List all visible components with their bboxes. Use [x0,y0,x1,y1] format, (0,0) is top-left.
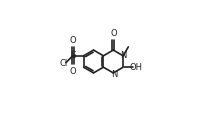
Text: N: N [120,51,127,60]
Text: N: N [111,70,117,79]
Text: Cl: Cl [60,59,68,68]
Text: O: O [70,67,76,76]
Text: O: O [111,29,117,38]
Text: OH: OH [129,63,142,72]
Text: C: C [123,67,124,68]
Text: O: O [70,36,76,45]
Text: S: S [70,51,76,60]
